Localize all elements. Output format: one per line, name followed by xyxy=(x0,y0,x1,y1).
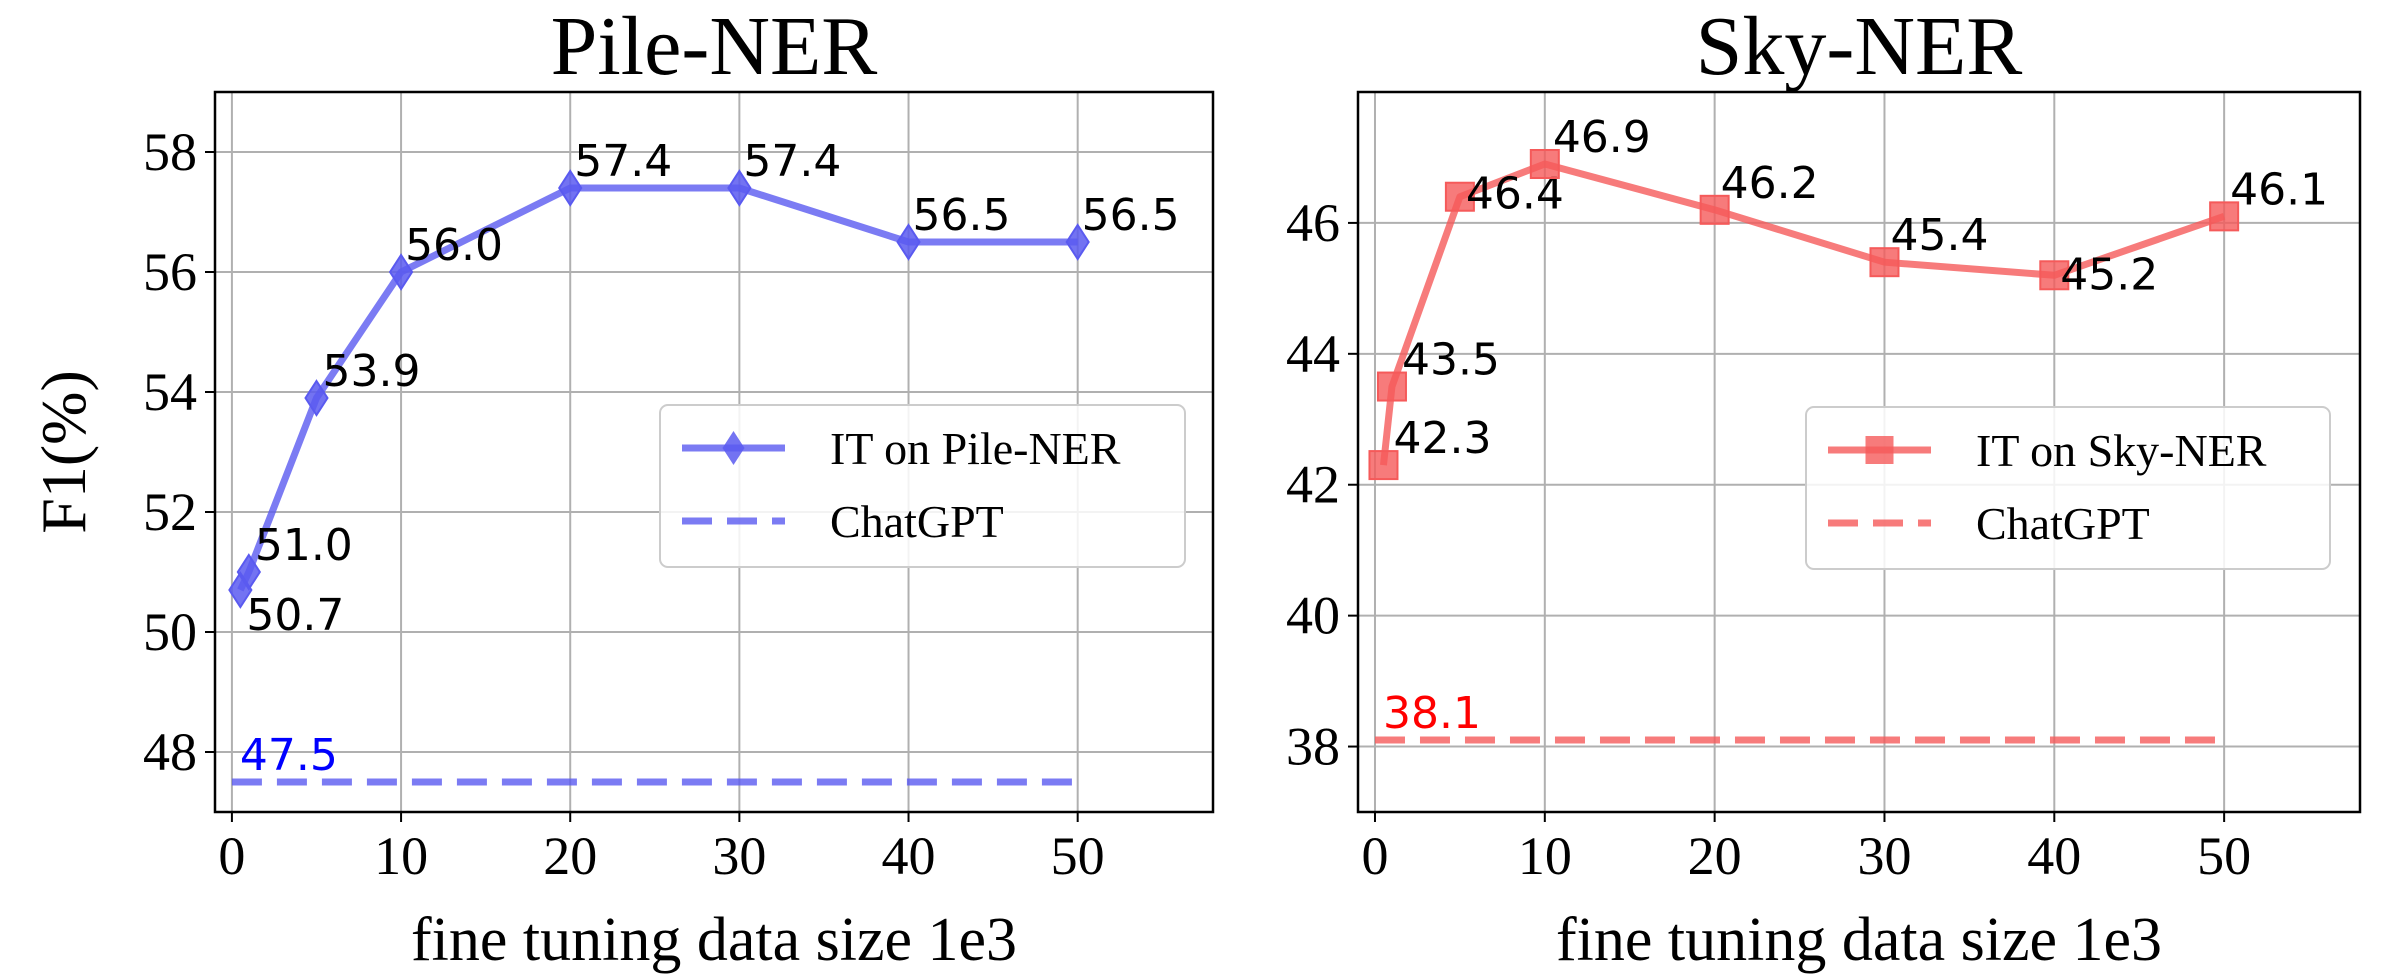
legend-marker-square xyxy=(1865,436,1894,464)
y-tick-label: 46 xyxy=(1286,193,1340,253)
data-label: 42.3 xyxy=(1393,413,1491,464)
data-point xyxy=(1444,181,1475,212)
data-label: 46.1 xyxy=(2230,164,2328,215)
chart-title: Sky-NER xyxy=(1696,0,2023,93)
data-label: 53.9 xyxy=(322,346,420,397)
series-line xyxy=(1379,160,2226,466)
y-tick-label: 44 xyxy=(1286,324,1340,384)
data-point xyxy=(1368,450,1399,481)
data-point xyxy=(2039,260,2070,291)
x-tick-label: 10 xyxy=(1518,826,1572,886)
data-label: 45.4 xyxy=(1890,210,1988,261)
baseline-value-label: 47.5 xyxy=(240,730,338,781)
y-tick-label: 40 xyxy=(1286,586,1340,646)
legend: IT on Sky-NER ChatGPT xyxy=(1805,406,2331,570)
data-point xyxy=(727,169,752,207)
legend-label: IT on Pile-NER xyxy=(830,423,1121,474)
legend-box xyxy=(1805,406,2331,570)
data-point xyxy=(1529,149,1560,179)
chart-title: Pile-NER xyxy=(551,0,878,93)
x-tick-label: 0 xyxy=(1361,826,1388,886)
x-tick-label: 30 xyxy=(712,826,766,886)
chart-panel-0: 0 10 20 30 40 50 48 50 52 54 56 58 Pile-NER fine tuni… xyxy=(28,0,1215,974)
data-label: 51.0 xyxy=(255,520,353,571)
data-label: 45.2 xyxy=(2060,249,2158,300)
data-label: 56.0 xyxy=(405,220,503,271)
y-tick-label: 56 xyxy=(143,242,197,302)
y-tick-label: 52 xyxy=(143,482,197,542)
data-label: 50.7 xyxy=(246,590,344,641)
series-line xyxy=(237,184,1078,592)
data-point xyxy=(388,253,414,291)
y-tick-label: 54 xyxy=(143,362,197,422)
data-point xyxy=(1699,194,1730,225)
data-point xyxy=(1376,371,1407,402)
data-point xyxy=(1065,223,1090,261)
x-tick-label: 30 xyxy=(1857,826,1911,886)
x-tick-label: 40 xyxy=(882,826,936,886)
data-label: 43.5 xyxy=(1402,335,1500,386)
data-point xyxy=(2209,201,2240,232)
data-label: 56.5 xyxy=(1082,190,1180,241)
x-axis-label: fine tuning data size 1e3 xyxy=(411,906,1017,974)
data-point xyxy=(1869,247,1900,278)
chart-panel-1: 0 10 20 30 40 50 38 40 42 44 46 Sky-NER fine tuning … xyxy=(1286,0,2362,974)
legend: IT on Pile-NER ChatGPT xyxy=(659,404,1186,568)
baseline-value-label: 38.1 xyxy=(1383,688,1481,739)
data-label: 46.2 xyxy=(1721,158,1819,209)
plot-frame xyxy=(213,90,1215,814)
plot-frame xyxy=(1356,90,2362,814)
data-label: 46.9 xyxy=(1553,112,1651,163)
legend-marker-diamond xyxy=(722,431,745,465)
data-point xyxy=(236,553,262,591)
legend-box xyxy=(659,404,1186,568)
y-tick-label: 38 xyxy=(1286,717,1340,777)
data-label: 57.4 xyxy=(743,136,841,187)
x-tick-label: 20 xyxy=(1688,826,1742,886)
x-tick-label: 40 xyxy=(2027,826,2081,886)
x-tick-label: 0 xyxy=(218,826,245,886)
y-tick-label: 48 xyxy=(143,722,197,782)
x-tick-label: 50 xyxy=(2197,826,2251,886)
data-point xyxy=(304,379,329,417)
y-tick-label: 58 xyxy=(143,122,197,182)
legend-label: IT on Sky-NER xyxy=(1976,425,2267,476)
data-point xyxy=(896,223,921,261)
x-axis-label: fine tuning data size 1e3 xyxy=(1556,906,2162,974)
legend-label: ChatGPT xyxy=(1976,498,2150,549)
y-tick-label: 50 xyxy=(143,602,197,662)
y-tick-label: 42 xyxy=(1286,455,1340,515)
legend-label: ChatGPT xyxy=(830,496,1004,547)
data-label: 56.5 xyxy=(913,190,1011,241)
x-tick-label: 50 xyxy=(1051,826,1105,886)
x-tick-label: 10 xyxy=(374,826,428,886)
data-label: 57.4 xyxy=(574,136,672,187)
data-point xyxy=(558,169,583,207)
x-tick-label: 20 xyxy=(543,826,597,886)
y-axis-label: F1(%) xyxy=(28,370,99,534)
